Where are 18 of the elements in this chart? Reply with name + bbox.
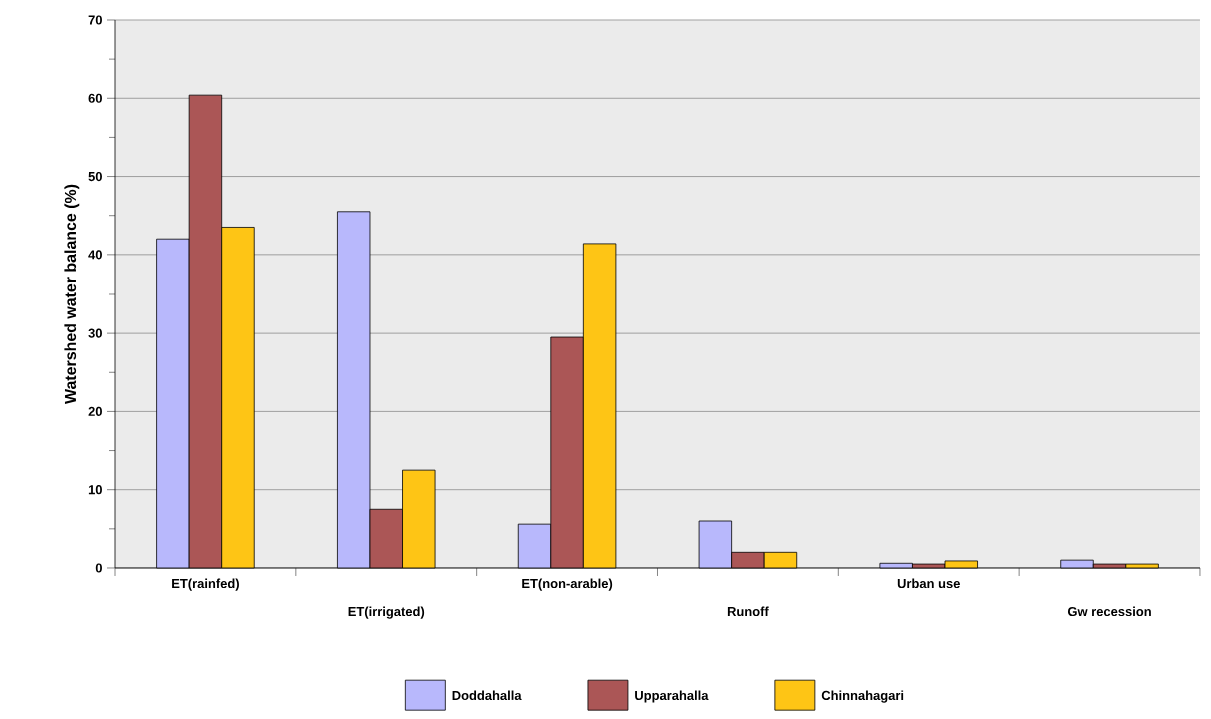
x-tick-label: Urban use xyxy=(897,578,960,589)
legend-label: Doddahalla xyxy=(452,690,522,701)
y-tick-label: 40 xyxy=(88,250,102,260)
y-tick-label: 50 xyxy=(88,171,102,182)
x-tick-label: Runoff xyxy=(727,606,769,617)
y-tick-label: 20 xyxy=(88,406,102,416)
y-axis-title: Watershed water balance (%) xyxy=(64,184,80,404)
y-tick-label: 0 xyxy=(95,563,102,573)
legend-label: Chinnahagari xyxy=(821,690,904,703)
x-tick-label: ET(non-arable) xyxy=(522,578,613,591)
legend-label: Upparahalla xyxy=(635,690,709,703)
x-tick-label: Gw recession xyxy=(1067,606,1151,617)
y-tick-label: 60 xyxy=(88,93,102,103)
y-tick-label: 30 xyxy=(88,328,102,338)
x-tick-label: ET(rainfed) xyxy=(172,578,239,591)
x-tick-label: ET(irrigated) xyxy=(348,606,425,619)
y-tick-label: 70 xyxy=(88,15,102,25)
y-tick-label: 10 xyxy=(88,485,102,495)
